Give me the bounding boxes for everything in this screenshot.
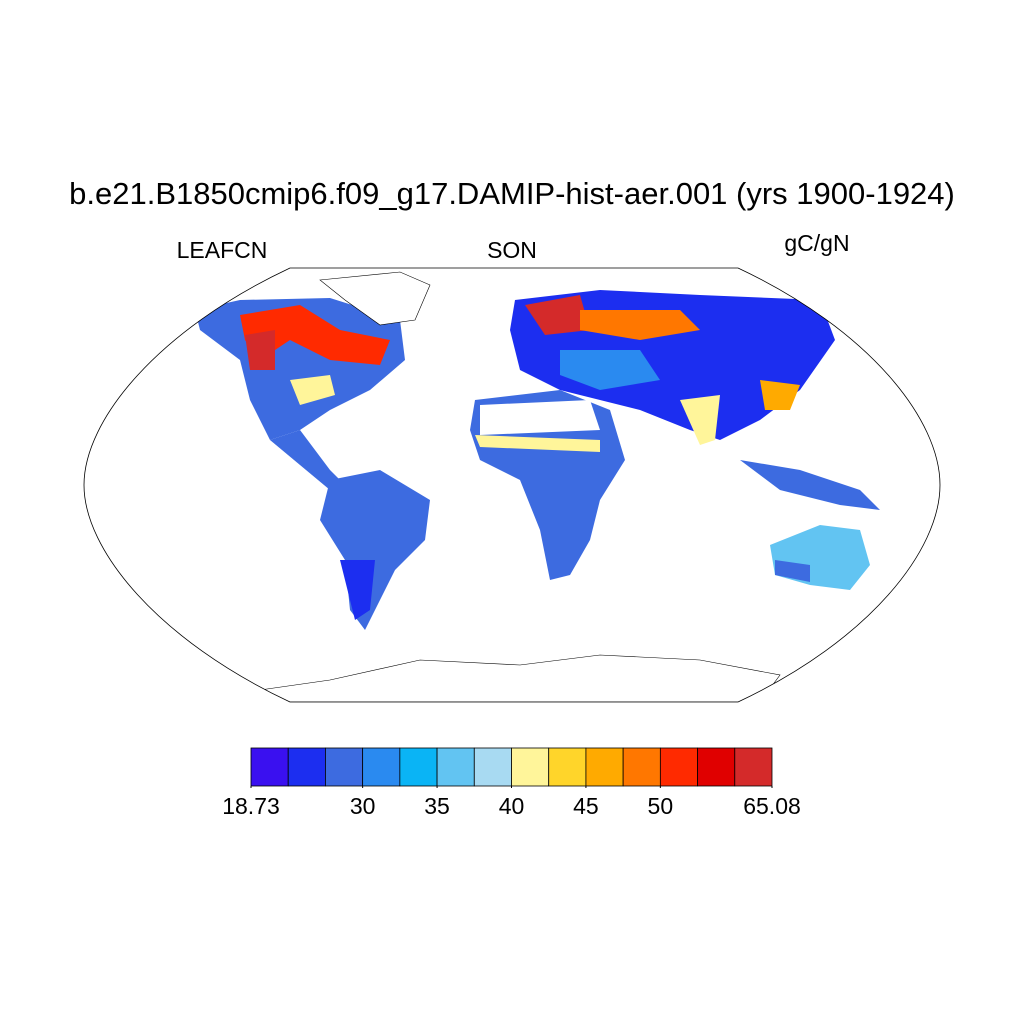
sahel <box>475 435 600 452</box>
india <box>680 395 720 445</box>
variable-label: LEAFCN <box>177 237 268 263</box>
antarctica <box>258 654 781 702</box>
colorbar-box <box>362 747 401 787</box>
australia-south <box>775 560 810 582</box>
colorbar: 18.73 30 35 40 45 50 65.08 <box>222 747 801 819</box>
colorbar-box <box>250 747 289 787</box>
colorbar-box <box>734 747 773 787</box>
east-asia <box>760 380 800 410</box>
sahara <box>480 400 600 435</box>
colorbar-box <box>659 747 698 787</box>
colorbar-box <box>697 747 736 787</box>
map-border <box>83 267 941 703</box>
land-field <box>195 271 880 702</box>
colorbar-label: 65.08 <box>743 793 801 819</box>
australia <box>770 525 870 590</box>
colorbar-label: 45 <box>573 793 599 819</box>
north-america-plains <box>290 375 335 405</box>
north-america-boreal <box>240 305 390 365</box>
greenland <box>319 271 431 326</box>
colorbar-box <box>585 747 624 787</box>
colorbar-box <box>548 747 587 787</box>
central-america <box>270 430 345 490</box>
colorbar-label: 50 <box>648 793 674 819</box>
colorbar-box <box>325 747 364 787</box>
colorbar-box <box>473 747 512 787</box>
colorbar-box <box>511 747 550 787</box>
south-america <box>320 470 430 630</box>
title: b.e21.B1850cmip6.f09_g17.DAMIP-hist-aer.… <box>69 176 955 211</box>
maritime-asia <box>740 460 880 510</box>
north-america-west <box>245 330 275 370</box>
colorbar-label: 30 <box>350 793 376 819</box>
colorbar-box <box>399 747 438 787</box>
colorbar-label: 18.73 <box>222 793 280 819</box>
colorbar-label: 40 <box>499 793 525 819</box>
units-label: gC/gN <box>784 230 849 256</box>
scandinavia <box>525 295 590 335</box>
central-asia <box>560 350 660 390</box>
colorbar-box <box>436 747 475 787</box>
siberia-west <box>580 310 700 340</box>
colorbar-box <box>622 747 661 787</box>
colorbar-box <box>287 747 326 787</box>
season-label: SON <box>487 237 537 263</box>
south-america-south <box>340 560 375 620</box>
colorbar-label: 35 <box>424 793 450 819</box>
